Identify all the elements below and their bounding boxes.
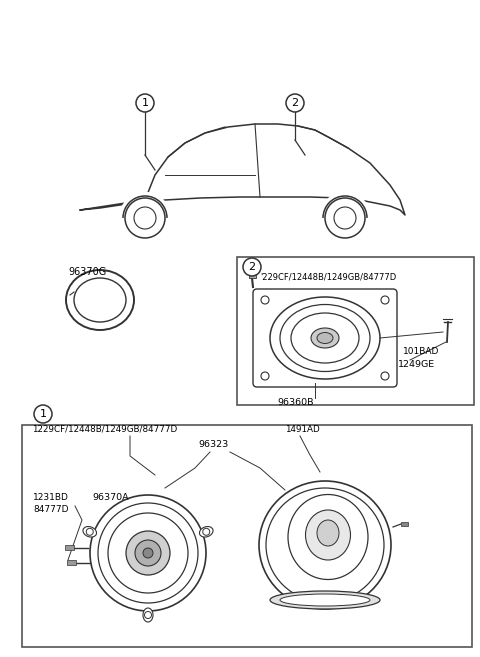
Text: 101BAD: 101BAD <box>403 347 439 356</box>
Circle shape <box>34 405 52 423</box>
Bar <box>401 522 408 526</box>
Ellipse shape <box>291 313 359 363</box>
Bar <box>249 275 256 278</box>
Circle shape <box>381 372 389 380</box>
Text: 84777D: 84777D <box>33 505 69 514</box>
Circle shape <box>143 548 153 558</box>
Text: '229CF/12448B/1249GB/84777D: '229CF/12448B/1249GB/84777D <box>260 273 396 282</box>
Ellipse shape <box>200 526 213 537</box>
Ellipse shape <box>66 270 134 330</box>
Ellipse shape <box>270 591 380 609</box>
Text: 1231BD: 1231BD <box>33 493 69 502</box>
Circle shape <box>108 513 188 593</box>
Text: 96323: 96323 <box>198 440 228 449</box>
Ellipse shape <box>259 481 391 609</box>
Ellipse shape <box>270 297 380 379</box>
Circle shape <box>203 528 210 535</box>
Text: 1249GE: 1249GE <box>398 360 435 369</box>
Circle shape <box>144 612 152 618</box>
Circle shape <box>86 528 93 535</box>
Ellipse shape <box>317 332 333 344</box>
FancyBboxPatch shape <box>253 289 397 387</box>
Circle shape <box>90 495 206 611</box>
Circle shape <box>261 296 269 304</box>
Text: 2: 2 <box>249 262 255 272</box>
Ellipse shape <box>74 278 126 322</box>
Text: 96360B: 96360B <box>277 398 313 407</box>
Bar <box>237 257 474 405</box>
Ellipse shape <box>143 608 153 622</box>
Circle shape <box>126 531 170 575</box>
Text: 96370A: 96370A <box>92 493 129 502</box>
Circle shape <box>243 258 261 276</box>
Bar <box>22 425 472 647</box>
Circle shape <box>136 94 154 112</box>
Ellipse shape <box>280 304 370 371</box>
Circle shape <box>381 296 389 304</box>
Bar <box>67 560 76 565</box>
Text: 2: 2 <box>291 98 299 108</box>
Ellipse shape <box>305 510 350 560</box>
Circle shape <box>98 503 198 603</box>
Circle shape <box>286 94 304 112</box>
Ellipse shape <box>311 328 339 348</box>
Circle shape <box>125 198 165 238</box>
Ellipse shape <box>280 594 370 606</box>
Circle shape <box>325 198 365 238</box>
Ellipse shape <box>288 495 368 579</box>
Text: 1: 1 <box>142 98 148 108</box>
Circle shape <box>261 372 269 380</box>
Ellipse shape <box>317 520 339 546</box>
Bar <box>65 545 74 550</box>
Text: 96370G: 96370G <box>68 267 106 277</box>
Text: 1: 1 <box>39 409 47 419</box>
Ellipse shape <box>83 526 96 537</box>
Text: 1229CF/12448B/1249GB/84777D: 1229CF/12448B/1249GB/84777D <box>32 425 177 434</box>
Circle shape <box>135 540 161 566</box>
Text: 1491AD: 1491AD <box>285 425 320 434</box>
Ellipse shape <box>266 488 384 602</box>
